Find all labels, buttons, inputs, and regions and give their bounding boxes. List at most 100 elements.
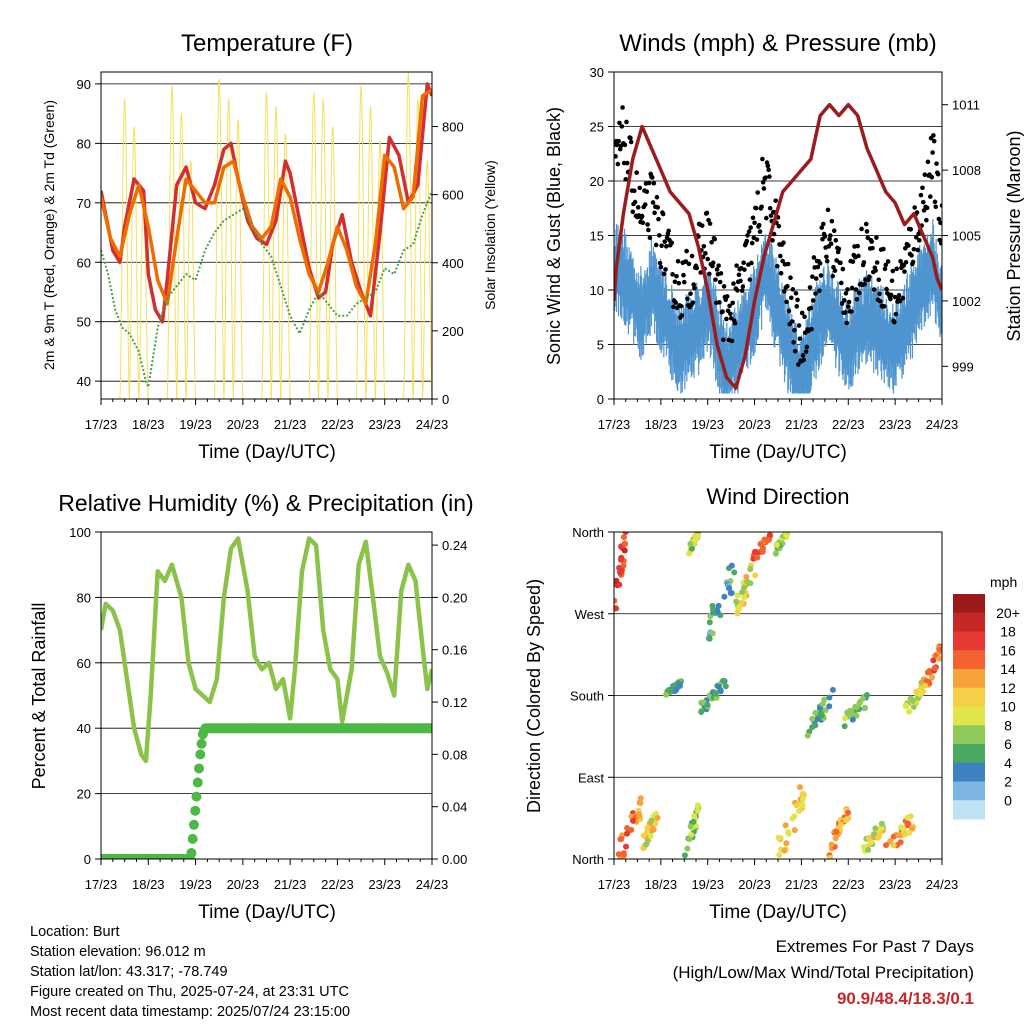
wind-direction-point — [649, 826, 656, 833]
colorbar-swatch — [953, 594, 985, 614]
wind-direction-point — [759, 548, 766, 555]
wind-gust-point — [747, 277, 753, 282]
wind-gust-point — [908, 227, 914, 232]
colorbar-swatch — [953, 631, 985, 651]
colorbar-label: 16 — [1000, 642, 1016, 658]
wind-gust-point — [678, 303, 684, 309]
colorbar-swatch — [953, 612, 985, 632]
wind-direction-point — [694, 807, 701, 814]
wind-gust-point — [664, 244, 669, 249]
wind-direction-point — [618, 567, 625, 574]
wind-direction-point — [799, 790, 806, 797]
wind-gust-point — [784, 299, 789, 305]
wind-direction-point — [731, 569, 738, 576]
wind-direction-point — [775, 834, 782, 841]
wind-gust-point — [761, 186, 767, 191]
wind-direction-point — [812, 709, 819, 716]
wind-direction-point — [681, 852, 688, 859]
wind-direction-point — [711, 689, 718, 696]
wind-gust-point — [645, 222, 650, 227]
wind-gust-point — [813, 276, 819, 281]
winds-xlabel: Time (Day/UTC) — [709, 442, 847, 463]
wind-direction-point — [829, 686, 836, 693]
y-tick-label: South — [570, 689, 604, 704]
x-tick-label: 20/23 — [227, 877, 260, 892]
wind-direction-point — [936, 655, 942, 662]
x-tick-label: 22/23 — [321, 877, 354, 892]
wind-gust-point — [738, 278, 743, 284]
precipitation-point — [194, 763, 205, 774]
solar-insolation-line — [223, 99, 234, 399]
wind-gust-point — [681, 279, 687, 285]
wind-gust-point — [701, 244, 707, 249]
wind-direction-point — [694, 532, 701, 539]
wind-gust-point — [713, 277, 718, 282]
wind-gust-point — [730, 300, 736, 306]
wind-gust-point — [753, 205, 759, 211]
colorbar-title: mph — [990, 574, 1017, 590]
y2-tick-label: 0.00 — [442, 852, 467, 867]
wind-direction-point — [726, 585, 733, 592]
wind-gust-point — [871, 287, 877, 292]
wind-gust-point — [802, 314, 807, 320]
y-tick-label: North — [572, 525, 604, 540]
t2m-line — [101, 82, 432, 324]
x-tick-label: 17/23 — [85, 877, 118, 892]
wind-direction-point — [688, 545, 695, 552]
humidity-xlabel: Time (Day/UTC) — [198, 902, 336, 923]
wind-direction-point — [863, 691, 870, 698]
wind-gust-point — [824, 254, 829, 260]
wind-direction-point — [747, 566, 754, 573]
wind-gust-point — [757, 229, 763, 234]
colorbar-swatch — [953, 687, 985, 707]
wind-gust-point — [877, 291, 882, 297]
solar-insolation-line — [355, 85, 367, 399]
wind-direction-point — [826, 703, 833, 710]
extremes-title: Extremes For Past 7 Days — [775, 937, 974, 956]
x-tick-label: 17/23 — [598, 417, 631, 432]
y2-tick-label: 0.20 — [442, 590, 467, 605]
wind-gust-point — [817, 261, 823, 266]
y-tick-label: 10 — [590, 283, 604, 298]
wind-direction-point — [640, 832, 647, 839]
wind-direction-point — [766, 532, 773, 539]
wind-direction-point — [906, 708, 913, 715]
wind-gust-point — [881, 304, 887, 309]
wind-direction-xlabel: Time (Day/UTC) — [709, 902, 847, 923]
wind-direction-point — [733, 598, 740, 605]
wind-direction-point — [637, 800, 644, 807]
wind-gust-point — [800, 353, 806, 358]
wind-gust-point — [831, 264, 836, 270]
wind-direction-point — [870, 831, 877, 838]
x-tick-label: 18/23 — [645, 417, 678, 432]
wind-direction-point — [782, 822, 789, 829]
wind-gust-point — [790, 287, 796, 292]
wind-gust-point — [811, 255, 817, 260]
colorbar-swatch — [953, 762, 985, 782]
wind-gust-point — [842, 298, 847, 303]
x-tick-label: 20/23 — [738, 877, 771, 892]
x-tick-label: 20/23 — [738, 417, 771, 432]
wind-gust-point — [838, 280, 844, 286]
wind-direction-point — [913, 688, 920, 695]
y-tick-label: West — [575, 607, 605, 622]
wind-direction-point — [754, 554, 761, 561]
wind-direction-point — [614, 605, 619, 612]
wind-direction-point — [812, 722, 819, 729]
wind-gust-point — [785, 261, 791, 267]
wind-direction-point — [739, 599, 746, 606]
x-tick-label: 19/23 — [691, 417, 724, 432]
wind-gust-point — [768, 213, 774, 218]
wind-direction-point — [931, 665, 938, 672]
colorbar-label: 18 — [1000, 624, 1016, 640]
y-tick-label: 20 — [590, 174, 604, 189]
wind-direction-panel: Wind Direction North East South West North 17… — [524, 484, 1020, 923]
wind-direction-point — [614, 597, 618, 604]
x-tick-label: 17/23 — [598, 877, 631, 892]
wind-gust-point — [796, 362, 801, 367]
wind-direction-point — [687, 823, 694, 830]
wind-direction-point — [743, 573, 750, 580]
wind-gust-point — [766, 167, 771, 173]
wind-gust-point — [863, 221, 869, 227]
wind-direction-point — [752, 572, 759, 579]
